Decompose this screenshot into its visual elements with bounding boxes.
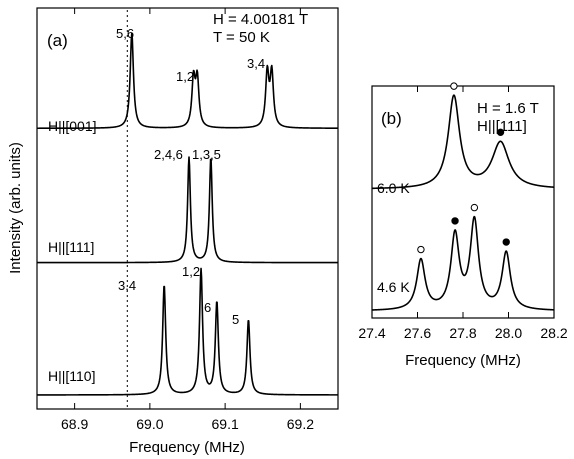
panel-a-temperature-label: T = 50 K [213, 29, 270, 46]
panel-a: 68.9 69.0 69.1 69.2 (a) H = 4.00181 T T = 5… [7, 7, 339, 456]
peak-label-5-6: 5,6 [116, 26, 134, 41]
open-circle-marker [417, 245, 425, 254]
peak-label-1-2-110: 1,2 [182, 264, 200, 279]
panel-b-x-tick-label: 27.8 [449, 325, 476, 341]
panel-a-trace-1 [36, 156, 339, 264]
peak-label-1-3-5: 1,3,5 [192, 147, 221, 162]
panel-a-x-ticks [74, 8, 301, 409]
y-axis-title: Intensity (arb. units) [7, 142, 24, 274]
panel-a-x-tick-label: 69.0 [136, 416, 163, 432]
panel-a-traces [36, 32, 339, 396]
series-label-001: H||[001] [48, 118, 97, 134]
filled-circle-marker [451, 217, 459, 225]
panel-a-x-tick-labels: 68.9 69.0 69.1 69.2 [61, 416, 314, 432]
series-label-111: H||[111] [48, 239, 94, 255]
panel-b-direction-label: H||[111] [477, 118, 527, 135]
panel-a-x-tick-label: 68.9 [61, 416, 88, 432]
series-label-6-0-k: 6.0 K [377, 180, 410, 196]
panel-b-traces [371, 94, 555, 311]
panel-a-x-tick-label: 69.1 [212, 416, 239, 432]
panel-b-trace-0 [371, 94, 555, 190]
series-label-4-6-k: 4.6 K [377, 279, 410, 295]
peak-label-3-4-001: 3,4 [247, 56, 265, 71]
filled-circle-marker [496, 128, 505, 137]
panel-a-trace-2 [36, 267, 339, 396]
peak-label-5: 5 [232, 312, 239, 327]
panel-b-x-tick-label: 28.2 [540, 325, 567, 341]
panel-a-frame [36, 7, 339, 410]
peak-label-6: 6 [204, 300, 211, 315]
panel-b-trace-1 [371, 215, 555, 311]
panel-a-x-tick-label: 69.2 [287, 416, 314, 432]
panel-b-x-tick-label: 27.6 [404, 325, 431, 341]
peak-label-3-4-110: 3,4 [118, 278, 136, 293]
panel-b-peak-markers [417, 82, 510, 254]
panel-b-x-tick-label: 27.4 [358, 325, 385, 341]
panel-b-x-tick-label: 28.0 [495, 325, 522, 341]
panel-a-field-label: H = 4.00181 T [213, 11, 308, 28]
panel-b-x-axis-title: Frequency (MHz) [405, 352, 521, 369]
peak-label-1-2-001: 1,2 [176, 69, 194, 84]
filled-circle-marker [502, 238, 510, 246]
panel-b: 27.4 27.6 27.8 28.0 28.2 (b) H = 1.6 T H||[1… [358, 82, 568, 369]
open-circle-marker [470, 203, 479, 212]
panel-b-field-label: H = 1.6 T [477, 100, 539, 117]
series-label-110: H||[110] [48, 368, 95, 384]
panel-a-trace-0 [36, 32, 339, 130]
panel-b-letter: (b) [381, 109, 402, 128]
panel-a-letter: (a) [47, 31, 68, 50]
panel-a-x-axis-title: Frequency (MHz) [129, 439, 245, 456]
panel-b-x-tick-labels: 27.4 27.6 27.8 28.0 28.2 [358, 325, 567, 341]
panel-b-x-ticks [371, 86, 555, 318]
open-circle-marker [450, 82, 458, 90]
peak-label-2-4-6: 2,4,6 [154, 147, 183, 162]
